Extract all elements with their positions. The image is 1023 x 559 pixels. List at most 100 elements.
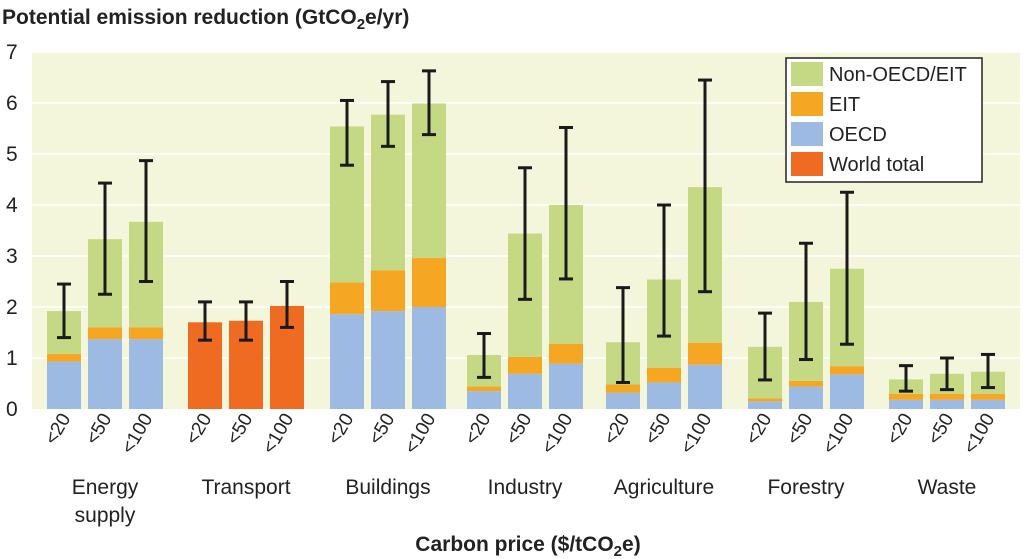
bar-group — [549, 125, 583, 409]
error-bar — [239, 300, 253, 342]
price-tick-label: <100 — [677, 410, 717, 458]
bar-eit — [508, 356, 542, 374]
error-bar — [57, 282, 71, 340]
bar-group — [47, 282, 81, 409]
legend-label: World total — [829, 154, 924, 176]
bar-oecd — [508, 373, 542, 409]
price-tick-label: <100 — [401, 410, 441, 458]
error-bar — [657, 203, 671, 338]
bar-oecd — [47, 361, 81, 409]
error-bar — [899, 364, 913, 393]
category-label: Agriculture — [614, 476, 714, 499]
error-bar — [381, 80, 395, 148]
category-label: Waste — [918, 476, 977, 499]
bar-oecd — [748, 401, 782, 409]
bar-group — [830, 190, 864, 409]
price-tick-label: <100 — [819, 410, 859, 458]
bars-group — [47, 69, 1005, 409]
bar-group — [606, 286, 640, 409]
error-bar — [559, 125, 573, 281]
category-label: Forestry — [767, 476, 845, 499]
bar-oecd — [606, 392, 640, 409]
price-tick-label: <50 — [82, 410, 116, 448]
error-bar — [698, 78, 712, 294]
y-tick-label: 1 — [6, 347, 18, 370]
y-tick-label: 3 — [6, 245, 18, 268]
bar-group — [330, 98, 364, 409]
bar-eit — [47, 353, 81, 362]
price-tick-label: <20 — [461, 410, 495, 448]
category-label: supply — [75, 504, 136, 527]
bar-oecd — [789, 386, 823, 409]
bar-group — [229, 300, 263, 409]
error-bar — [616, 286, 630, 384]
bar-oecd — [647, 382, 681, 409]
chart-title: Potential emission reduction (GtCO2e/yr) — [2, 6, 409, 33]
y-tick-label: 5 — [6, 143, 18, 166]
y-tick-label: 0 — [6, 398, 18, 421]
error-bar — [799, 241, 813, 362]
x-axis-title: Carbon price ($/tCO2e) — [415, 533, 640, 559]
legend-label: Non-OECD/EIT — [829, 64, 967, 86]
price-tick-label: <50 — [223, 410, 257, 448]
bar-eit — [688, 342, 722, 365]
bar-eit — [930, 393, 964, 400]
price-tick-label: <20 — [41, 410, 75, 448]
legend-label: OECD — [829, 124, 887, 146]
bar-group — [508, 166, 542, 409]
bar-eit — [606, 384, 640, 393]
error-bar — [422, 69, 436, 137]
bar-oecd — [330, 314, 364, 409]
error-bar — [940, 356, 954, 392]
price-tick-label: <20 — [324, 410, 358, 448]
bar-eit — [129, 327, 163, 340]
price-tick-label: <100 — [259, 410, 299, 458]
bar-group — [88, 181, 122, 409]
price-tick-label: <50 — [924, 410, 958, 448]
price-tick-label: <20 — [600, 410, 634, 448]
price-tick-label: <20 — [182, 410, 216, 448]
error-bar — [518, 166, 532, 301]
bar-group — [930, 356, 964, 409]
y-tick-label: 2 — [6, 296, 18, 319]
bar-eit — [889, 393, 923, 400]
bar-group — [789, 241, 823, 409]
bar-oecd — [889, 399, 923, 409]
error-bar — [758, 311, 772, 382]
error-bar — [198, 300, 212, 342]
price-tick-label: <50 — [502, 410, 536, 448]
error-bar — [280, 280, 294, 329]
bar-eit — [647, 367, 681, 383]
legend-swatch — [791, 122, 823, 146]
bar-eit — [467, 386, 501, 392]
bar-oecd — [88, 339, 122, 409]
bar-oecd — [930, 399, 964, 409]
bar-eit — [549, 343, 583, 364]
y-axis: 0 1 2 3 4 5 6 7 — [6, 41, 18, 421]
bar-eit — [789, 380, 823, 387]
price-tick-label: <20 — [742, 410, 776, 448]
error-bar — [477, 332, 491, 379]
bar-oecd — [371, 311, 405, 409]
price-tick-label: <100 — [538, 410, 578, 458]
bar-group — [129, 159, 163, 409]
bar-group — [270, 280, 304, 409]
bar-oecd — [971, 399, 1005, 409]
bar-oecd — [830, 374, 864, 409]
bar-group — [188, 300, 222, 409]
bar-eit — [88, 327, 122, 340]
y-tick-label: 4 — [6, 194, 18, 217]
bar-group — [647, 203, 681, 409]
bar-oecd — [549, 363, 583, 409]
bar-oecd — [129, 339, 163, 409]
price-tick-label: <50 — [365, 410, 399, 448]
error-bar — [98, 181, 112, 296]
bar-eit — [971, 393, 1005, 400]
error-bar — [981, 352, 995, 390]
category-label: Buildings — [345, 476, 430, 499]
bar-oecd — [467, 391, 501, 409]
price-tick-label: <100 — [960, 410, 1000, 458]
price-tick-label: <20 — [883, 410, 917, 448]
price-tick-label: <50 — [641, 410, 675, 448]
